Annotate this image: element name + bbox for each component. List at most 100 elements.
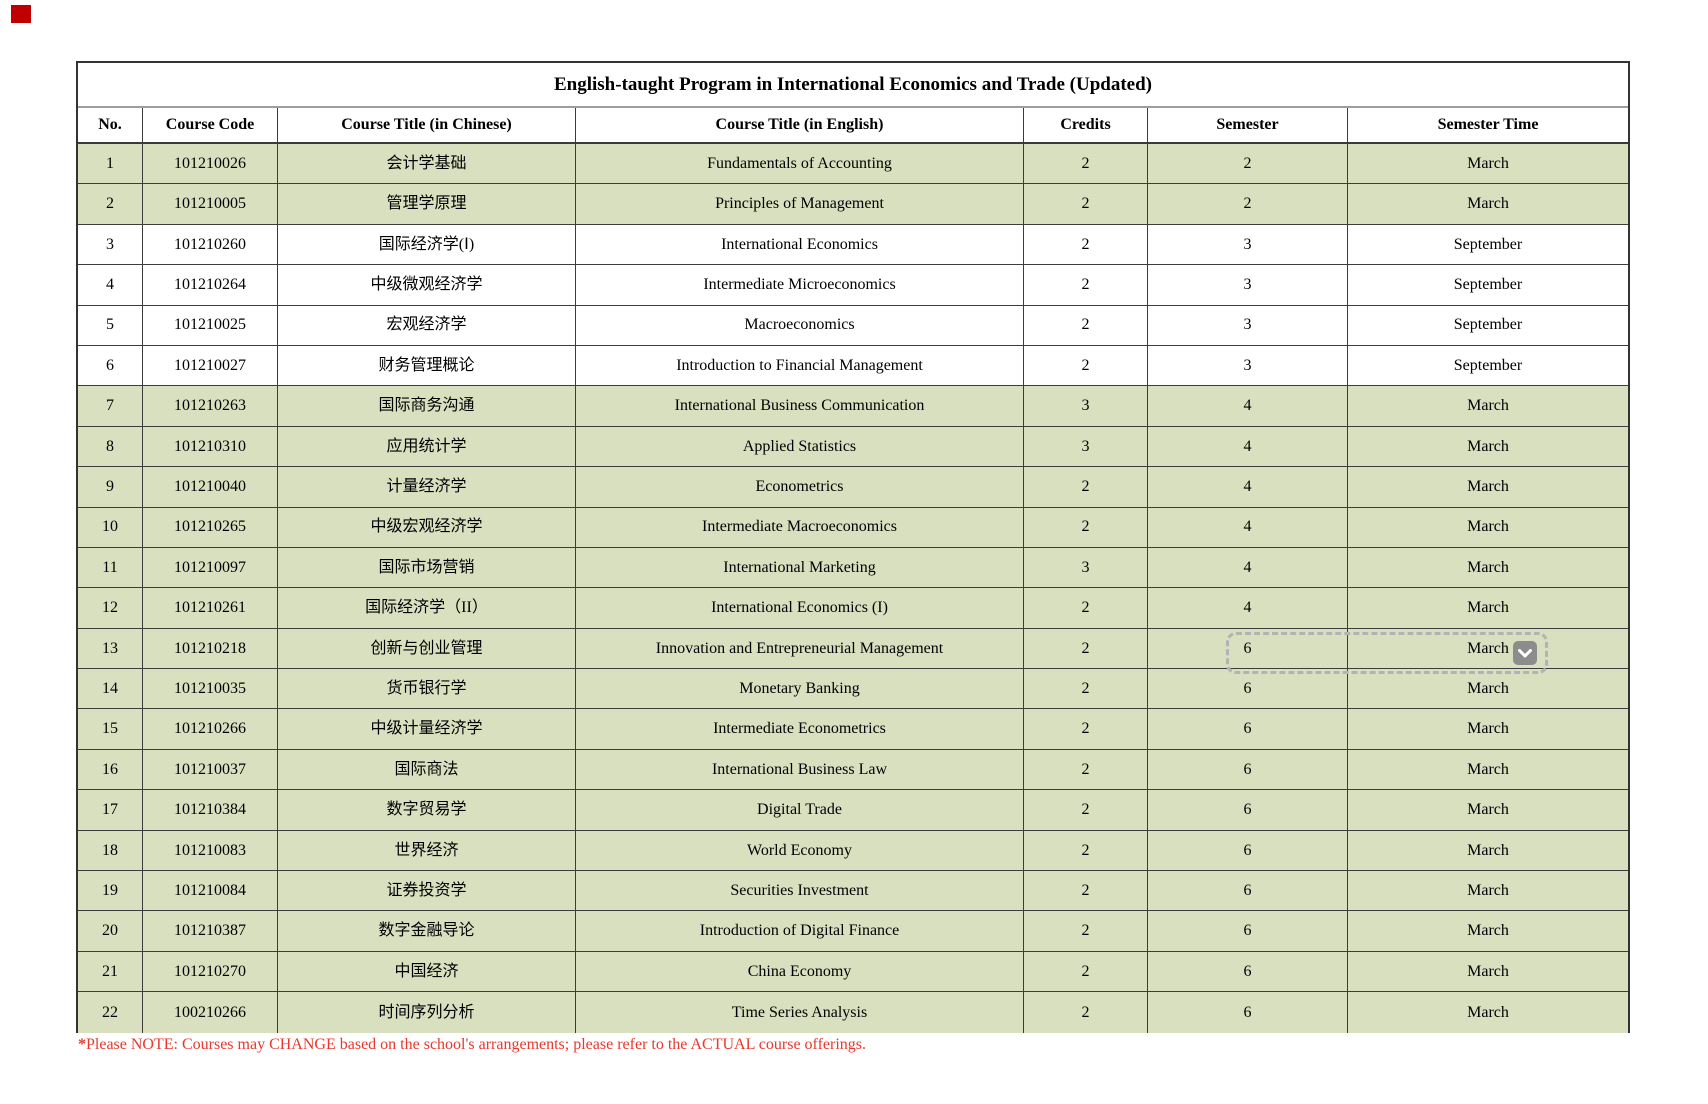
table-row: 17 101210384 数字贸易学 Digital Trade 2 6 March (78, 790, 1628, 831)
cell-no: 13 (78, 628, 143, 670)
cell-time: March (1348, 588, 1628, 629)
cell-credits: 2 (1024, 588, 1148, 629)
cell-credits: 2 (1024, 951, 1148, 993)
table-row: 3 101210260 国际经济学(Ⅰ) International Economic… (78, 224, 1628, 266)
cell-code: 101210270 (143, 951, 278, 993)
cell-title_zh: 数字贸易学 (278, 790, 576, 831)
dropdown-selection-outline (1226, 632, 1548, 674)
cell-title_zh: 会计学基础 (278, 144, 576, 185)
cell-credits: 2 (1024, 184, 1148, 225)
cell-title_en: Applied Statistics (576, 426, 1024, 468)
table-row: 13 101210218 创新与创业管理 Innovation and Entrepr… (78, 628, 1628, 670)
column-header-title_zh: Course Title (in Chinese) (278, 108, 576, 144)
cell-no: 22 (78, 992, 143, 1033)
cell-code: 101210260 (143, 224, 278, 266)
cell-credits: 2 (1024, 749, 1148, 791)
cell-title_zh: 时间序列分析 (278, 992, 576, 1033)
table-row: 15 101210266 中级计量经济学 Intermediate Econometr… (78, 709, 1628, 750)
cell-time: March (1348, 467, 1628, 508)
cell-time: March (1348, 871, 1628, 912)
column-header-time: Semester Time (1348, 108, 1628, 144)
cell-title_en: Intermediate Microeconomics (576, 265, 1024, 306)
cell-semester: 6 (1148, 790, 1348, 831)
cell-code: 101210266 (143, 709, 278, 750)
cell-time: March (1348, 992, 1628, 1033)
cell-credits: 2 (1024, 224, 1148, 266)
cell-semester: 3 (1148, 224, 1348, 266)
cell-code: 101210005 (143, 184, 278, 225)
cell-title_zh: 中级微观经济学 (278, 265, 576, 306)
table-row: 12 101210261 国际经济学（II） International Econom… (78, 588, 1628, 629)
cell-semester[interactable]: 6 (1148, 628, 1348, 670)
table-row: 21 101210270 中国经济 China Economy 2 6 March (78, 951, 1628, 993)
cell-credits: 2 (1024, 871, 1148, 912)
cell-code: 101210035 (143, 669, 278, 710)
cell-title_en: Innovation and Entrepreneurial Managemen… (576, 628, 1024, 670)
cell-credits: 2 (1024, 709, 1148, 750)
cell-title_zh: 证券投资学 (278, 871, 576, 912)
cell-no: 2 (78, 184, 143, 225)
table-row: 9 101210040 计量经济学 Econometrics 2 4 March (78, 467, 1628, 508)
cell-semester: 6 (1148, 749, 1348, 791)
cell-credits: 2 (1024, 992, 1148, 1033)
cell-credits: 3 (1024, 386, 1148, 427)
cell-time: March (1348, 951, 1628, 993)
cell-title_en: World Economy (576, 830, 1024, 872)
footnote-star: * (78, 1036, 86, 1053)
cell-time: September (1348, 224, 1628, 266)
cell-semester: 4 (1148, 547, 1348, 589)
course-table: English-taught Program in International … (76, 61, 1630, 1033)
cell-code: 101210263 (143, 386, 278, 427)
cell-code: 101210384 (143, 790, 278, 831)
cell-title_en: Principles of Management (576, 184, 1024, 225)
cell-code: 101210025 (143, 305, 278, 346)
cell-no: 1 (78, 144, 143, 185)
cell-credits: 2 (1024, 790, 1148, 831)
cell-no: 15 (78, 709, 143, 750)
table-row: 10 101210265 中级宏观经济学 Intermediate Macroecon… (78, 507, 1628, 548)
cell-title_zh: 国际经济学（II） (278, 588, 576, 629)
cell-title_zh: 数字金融导论 (278, 911, 576, 952)
cell-code: 101210027 (143, 345, 278, 387)
cell-code: 101210097 (143, 547, 278, 589)
cell-title_zh: 中级宏观经济学 (278, 507, 576, 548)
column-header-credits: Credits (1024, 108, 1148, 144)
cell-semester: 2 (1148, 144, 1348, 185)
cell-semester: 4 (1148, 507, 1348, 548)
table-row: 8 101210310 应用统计学 Applied Statistics 3 4 March (78, 426, 1628, 468)
cell-no: 16 (78, 749, 143, 791)
cell-title_zh: 宏观经济学 (278, 305, 576, 346)
cell-title_zh: 国际经济学(Ⅰ) (278, 224, 576, 266)
table-row: 2 101210005 管理学原理 Principles of Management 2… (78, 184, 1628, 225)
cell-time: March (1348, 547, 1628, 589)
cell-code: 101210084 (143, 871, 278, 912)
cell-semester: 3 (1148, 265, 1348, 306)
cell-time[interactable]: March (1348, 628, 1628, 670)
cell-code: 100210266 (143, 992, 278, 1033)
cell-credits: 3 (1024, 547, 1148, 589)
cell-no: 19 (78, 871, 143, 912)
cell-no: 12 (78, 588, 143, 629)
cell-semester: 3 (1148, 305, 1348, 346)
dropdown-chevron-button[interactable] (1513, 641, 1537, 665)
cell-semester: 2 (1148, 184, 1348, 225)
cell-semester: 4 (1148, 386, 1348, 427)
cell-title_zh: 国际商务沟通 (278, 386, 576, 427)
cell-title_zh: 财务管理概论 (278, 345, 576, 387)
cell-time: September (1348, 345, 1628, 387)
cell-title_zh: 货币银行学 (278, 669, 576, 710)
cell-title_zh: 国际商法 (278, 749, 576, 791)
cell-time: March (1348, 749, 1628, 791)
cell-time: March (1348, 669, 1628, 710)
cell-no: 11 (78, 547, 143, 589)
cell-time: March (1348, 709, 1628, 750)
cell-title_en: Securities Investment (576, 871, 1024, 912)
cell-no: 5 (78, 305, 143, 346)
cell-no: 7 (78, 386, 143, 427)
cell-title_en: International Economics (I) (576, 588, 1024, 629)
table-row: 6 101210027 财务管理概论 Introduction to Financia… (78, 345, 1628, 387)
cell-time: March (1348, 790, 1628, 831)
cell-credits: 3 (1024, 426, 1148, 468)
table-row: 7 101210263 国际商务沟通 International Business C… (78, 386, 1628, 427)
cell-code: 101210387 (143, 911, 278, 952)
